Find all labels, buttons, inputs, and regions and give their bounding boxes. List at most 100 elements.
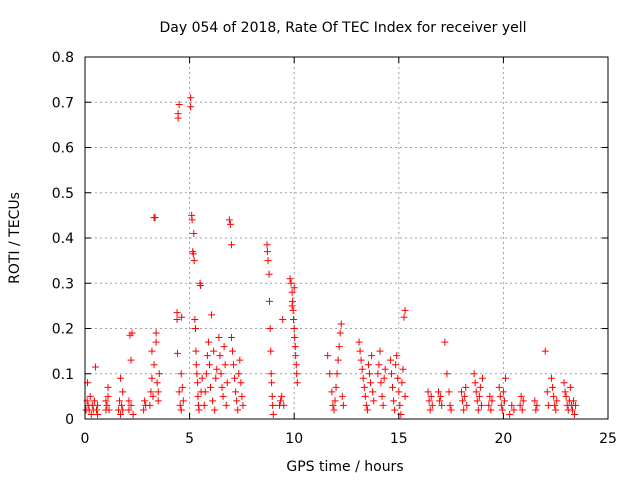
x-tick-label: 0 bbox=[81, 431, 90, 447]
data-point bbox=[204, 338, 212, 346]
data-point bbox=[447, 406, 455, 414]
data-point bbox=[436, 397, 444, 405]
x-tick-labels: 0 5 10 15 20 25 bbox=[81, 431, 617, 447]
data-point bbox=[176, 401, 184, 409]
data-point bbox=[190, 229, 198, 237]
data-point bbox=[198, 374, 206, 382]
data-point bbox=[238, 392, 246, 400]
data-point bbox=[477, 401, 485, 409]
data-point bbox=[103, 401, 111, 409]
data-point bbox=[227, 241, 235, 249]
grid bbox=[85, 57, 608, 419]
data-point bbox=[569, 397, 577, 405]
y-tick-label: 0.6 bbox=[52, 141, 74, 157]
data-point bbox=[211, 406, 219, 414]
data-point bbox=[189, 250, 197, 258]
data-point bbox=[551, 401, 559, 409]
data-point bbox=[568, 406, 576, 414]
data-point bbox=[478, 374, 486, 382]
data-point bbox=[425, 397, 433, 405]
data-point bbox=[549, 383, 557, 391]
data-point bbox=[147, 388, 155, 396]
data-point bbox=[129, 410, 137, 418]
data-point bbox=[125, 397, 133, 405]
data-point bbox=[446, 401, 454, 409]
data-point bbox=[389, 383, 397, 391]
data-point bbox=[376, 347, 384, 355]
y-tick-label: 0.8 bbox=[52, 50, 74, 66]
data-point bbox=[332, 383, 340, 391]
data-point bbox=[116, 397, 124, 405]
data-point bbox=[263, 248, 271, 256]
data-point bbox=[359, 374, 367, 382]
data-point bbox=[476, 383, 484, 391]
data-point bbox=[485, 401, 493, 409]
data-point bbox=[216, 352, 224, 360]
data-point bbox=[154, 397, 162, 405]
data-point bbox=[192, 361, 200, 369]
data-point bbox=[179, 397, 187, 405]
data-point bbox=[326, 370, 334, 378]
data-point bbox=[236, 356, 244, 364]
y-tick-labels: 0 0.1 0.2 0.3 0.4 0.5 0.6 0.7 0.8 bbox=[52, 50, 74, 428]
data-point bbox=[506, 410, 514, 418]
data-point bbox=[117, 374, 125, 382]
data-point bbox=[212, 374, 220, 382]
data-point bbox=[293, 379, 301, 387]
data-point bbox=[496, 392, 504, 400]
data-point bbox=[445, 388, 453, 396]
data-point bbox=[329, 401, 337, 409]
data-point bbox=[227, 334, 235, 342]
data-point bbox=[331, 397, 339, 405]
data-point bbox=[125, 406, 133, 414]
data-point bbox=[104, 392, 112, 400]
data-point bbox=[356, 347, 364, 355]
data-point bbox=[498, 406, 506, 414]
data-point bbox=[533, 401, 541, 409]
data-point bbox=[221, 361, 229, 369]
data-point bbox=[290, 325, 298, 332]
data-point bbox=[427, 392, 435, 400]
y-tick-label: 0.5 bbox=[52, 186, 74, 202]
data-point bbox=[286, 275, 294, 283]
data-point bbox=[288, 288, 296, 296]
data-point bbox=[362, 401, 370, 409]
data-point bbox=[192, 347, 200, 355]
data-point bbox=[152, 338, 160, 346]
data-point bbox=[175, 388, 183, 396]
data-point bbox=[328, 388, 336, 396]
y-tick-label: 0.1 bbox=[52, 367, 74, 383]
data-point bbox=[486, 392, 494, 400]
data-point bbox=[369, 388, 377, 396]
data-point bbox=[401, 306, 409, 314]
data-point bbox=[266, 297, 274, 305]
data-point bbox=[148, 374, 156, 382]
data-point bbox=[441, 338, 449, 346]
data-point bbox=[178, 313, 186, 321]
data-point bbox=[473, 397, 481, 405]
data-point bbox=[500, 397, 508, 405]
data-point bbox=[177, 370, 185, 378]
data-point bbox=[543, 388, 551, 396]
data-point bbox=[391, 406, 399, 414]
data-point bbox=[218, 383, 226, 391]
data-point bbox=[278, 392, 286, 400]
data-points bbox=[82, 94, 580, 418]
data-point bbox=[358, 365, 366, 373]
data-point bbox=[267, 347, 275, 355]
data-point bbox=[339, 401, 347, 409]
data-point bbox=[495, 383, 503, 391]
data-point bbox=[90, 397, 98, 405]
data-point bbox=[396, 401, 404, 409]
data-point bbox=[401, 392, 409, 400]
data-point bbox=[267, 370, 275, 378]
data-point bbox=[516, 401, 524, 409]
data-point bbox=[102, 397, 110, 405]
data-point bbox=[151, 214, 159, 222]
data-point bbox=[472, 388, 480, 396]
data-point bbox=[91, 363, 99, 371]
data-point bbox=[471, 379, 479, 387]
data-point bbox=[374, 370, 382, 378]
data-point bbox=[150, 361, 158, 369]
